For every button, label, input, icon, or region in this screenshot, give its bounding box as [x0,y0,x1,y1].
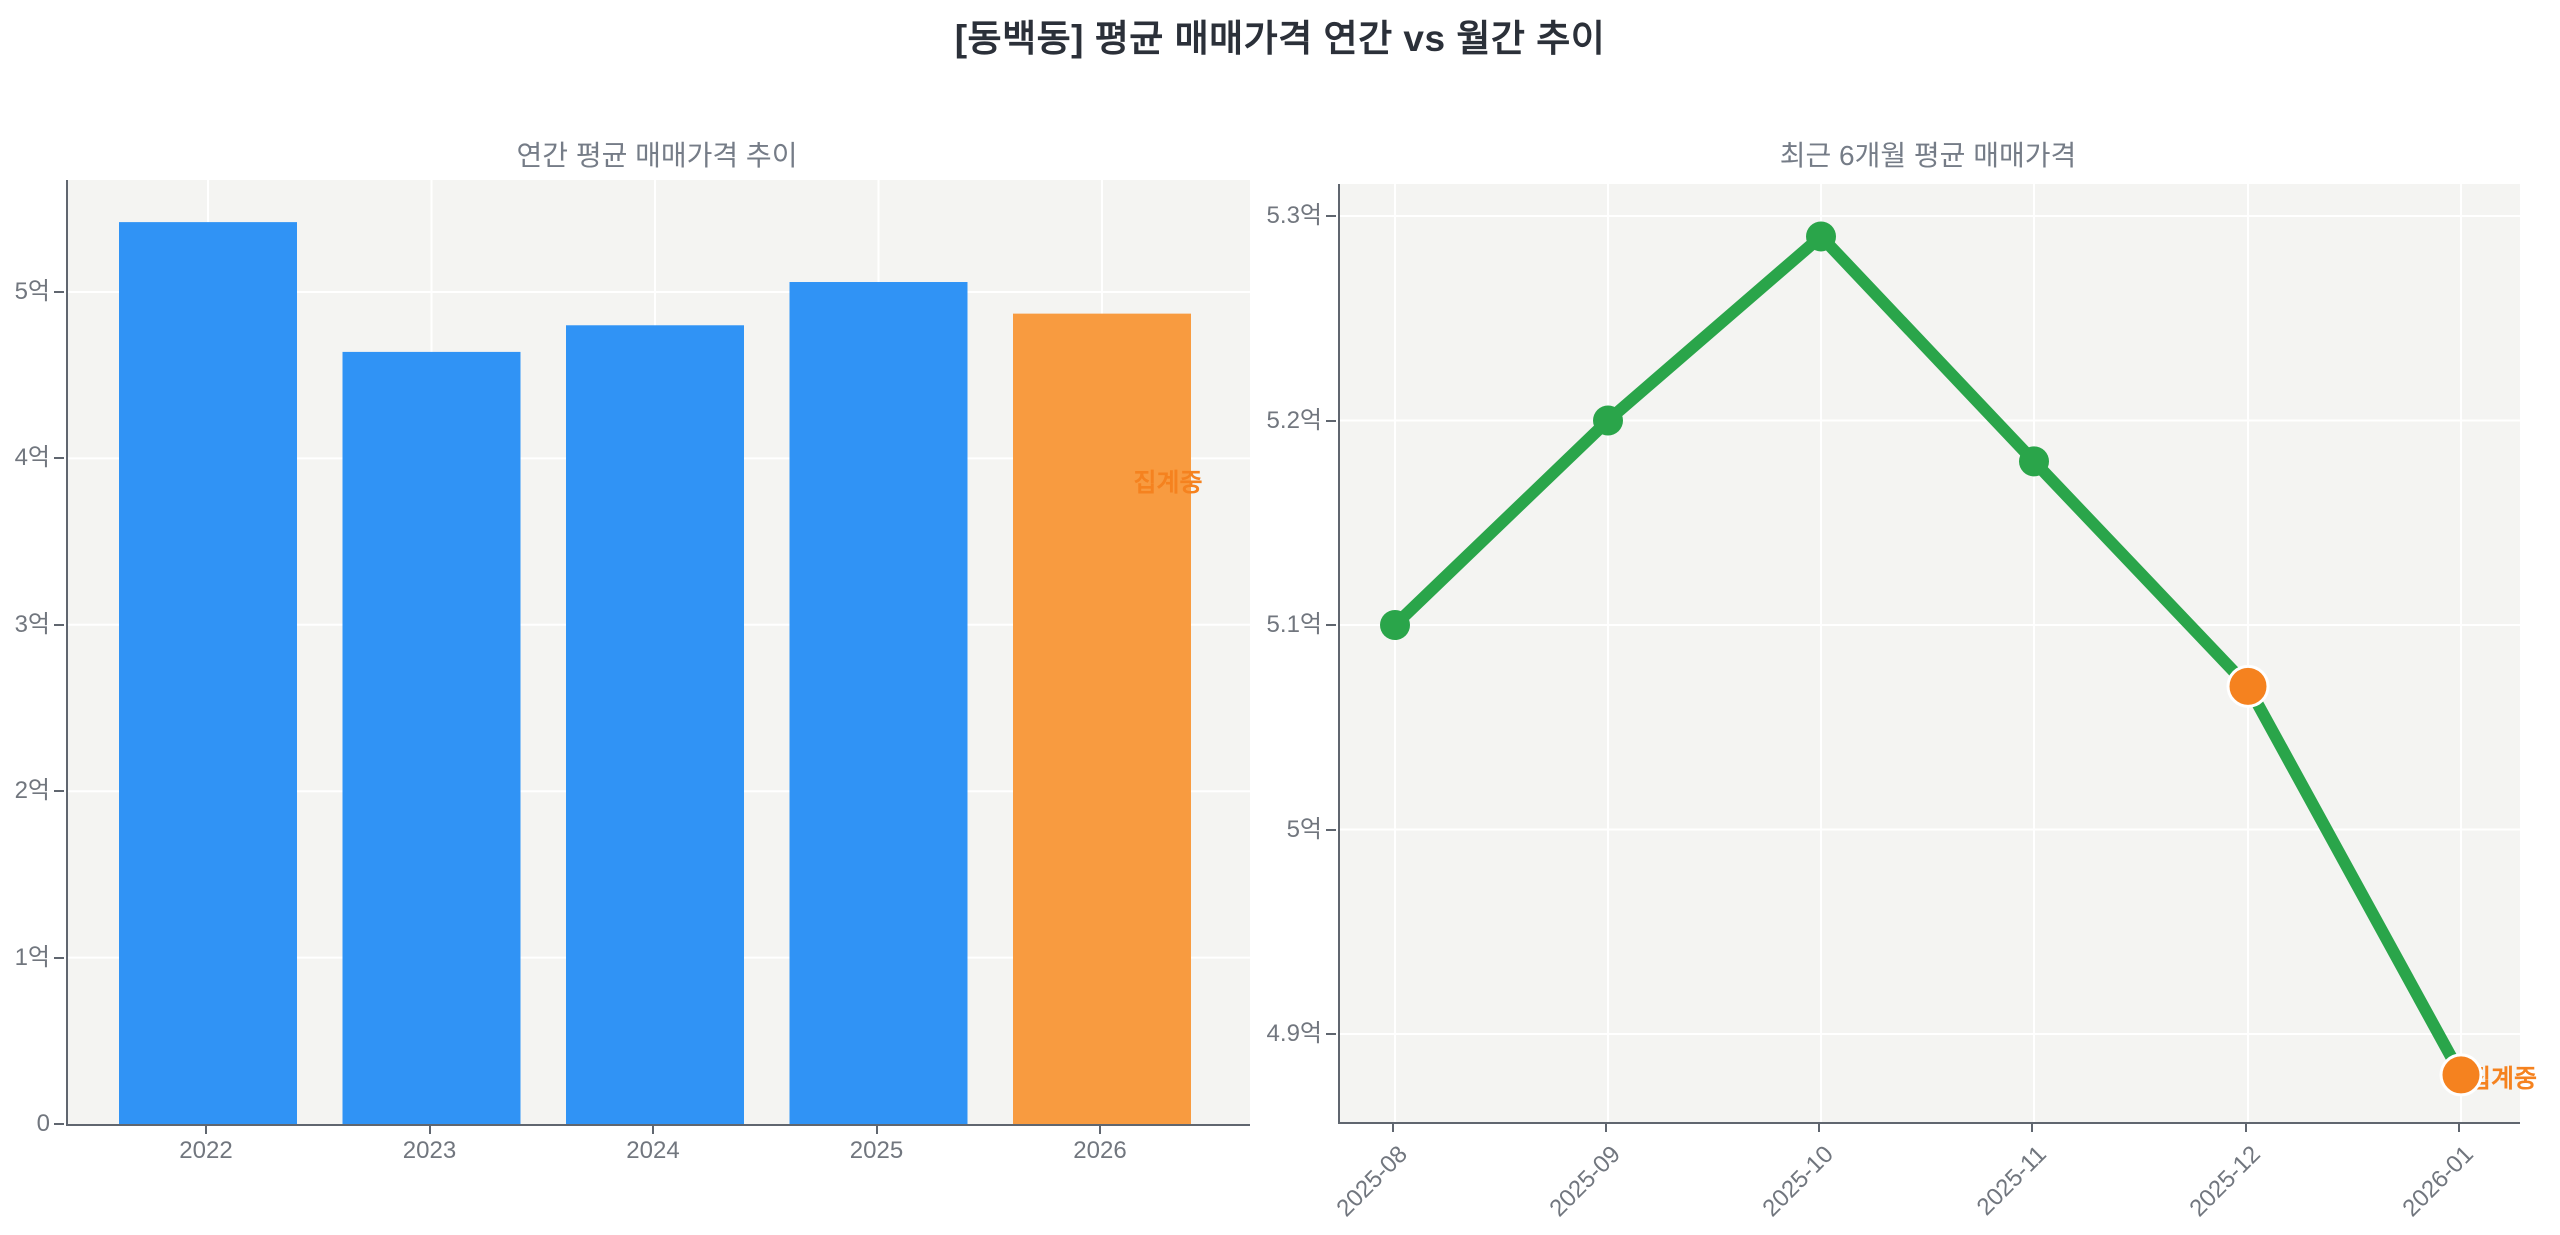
y-tick-mark [54,1123,64,1125]
data-point-2025-09 [1593,405,1623,436]
monthly-chart-title: 최근 6개월 평균 매매가격 [1779,140,2077,171]
y-tick-label: 0 [36,1110,50,1137]
annual-bar-chart-plot: 집계중 [66,180,1250,1126]
y-tick-mark [1326,419,1336,422]
annual-bar-chart-canvas [68,180,1250,1124]
bar-2026 [1013,313,1191,1124]
y-tick-label: 1억 [14,943,50,971]
data-point-2025-10 [1806,221,1836,252]
x-tick-label: 2026-01 [2397,1140,2479,1223]
x-tick-mark [2031,1124,2033,1132]
y-tick-mark [54,956,64,959]
y-tick-label: 5억 [14,278,50,305]
annual-chart-title: 연간 평균 매매가격 추이 [516,140,798,171]
bar-2022 [119,222,297,1124]
main-title: [동백동] 평균 매매가격 연간 vs 월간 추이 [954,18,1606,59]
data-point-2025-11 [2019,446,2049,477]
x-tick-label: 2023 [402,1137,457,1164]
annual-in-progress-label: 집계중 [1133,469,1203,497]
y-tick-mark [54,291,64,293]
monthly-line-chart-plot [1338,184,2520,1124]
y-tick-label: 5억 [1286,815,1322,843]
line-series [1389,230,2467,1081]
y-tick-mark [54,457,64,460]
monthly-line-chart-canvas [1340,184,2520,1122]
y-tick-label: 5.1억 [1266,611,1322,638]
x-tick-label: 2025-11 [1971,1140,2052,1221]
y-tick-label: 4.9억 [1266,1020,1322,1047]
x-tick-mark [1605,1124,1607,1132]
x-tick-label: 2025-09 [1544,1140,1626,1223]
x-tick-label: 2026 [1073,1137,1127,1164]
y-tick-mark [1326,1033,1336,1035]
x-tick-mark [2245,1124,2247,1132]
y-tick-label: 5.3억 [1266,202,1322,229]
x-tick-mark [428,1126,431,1134]
x-tick-mark [205,1126,207,1134]
y-tick-label: 3억 [14,610,50,638]
y-tick-mark [1326,828,1336,831]
x-tick-mark [1099,1126,1101,1134]
x-tick-mark [1392,1124,1394,1132]
y-tick-mark [54,790,64,793]
x-tick-label: 2025 [849,1137,904,1164]
x-tick-mark [652,1126,654,1134]
x-tick-label: 2025-12 [2184,1140,2266,1223]
y-tick-mark [54,623,64,626]
y-tick-label: 2억 [14,777,50,805]
y-tick-label: 4억 [14,444,50,472]
y-tick-mark [1326,215,1336,217]
bar-2024 [566,325,744,1124]
data-point-2025-08 [1380,610,1410,640]
x-tick-mark [2458,1124,2460,1132]
x-tick-mark [875,1126,878,1134]
x-tick-label: 2025-08 [1331,1140,1413,1223]
data-point-2026-01 [2439,1053,2483,1097]
bar-2023 [342,351,521,1124]
x-tick-mark [1818,1124,1820,1132]
y-tick-mark [1326,624,1336,626]
bar-2025 [789,282,968,1124]
x-tick-label: 2022 [179,1137,233,1164]
x-tick-label: 2024 [626,1137,680,1164]
data-point-2025-12 [2226,664,2270,708]
x-tick-label: 2025-10 [1757,1140,1839,1223]
y-tick-label: 5.2억 [1266,406,1322,434]
